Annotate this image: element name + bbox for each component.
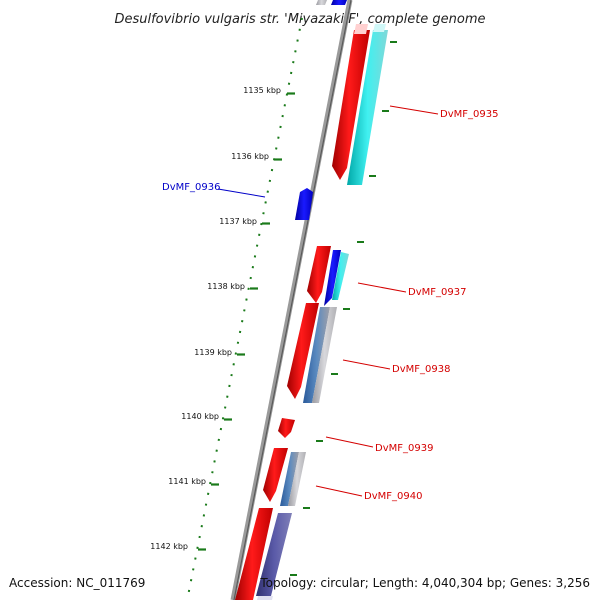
gene-label-dvmf-0939[interactable]: DvMF_0939 [375,443,433,454]
cds-blue-0937 [324,250,341,306]
cds-cyan-0935-cap [373,24,386,32]
gene-label-dvmf-0938[interactable]: DvMF_0938 [392,364,450,375]
genome-backbone-edge [233,0,352,600]
topology-text: Topology: circular; Length: 4,040,304 bp… [260,576,590,590]
scale-tick-labels: 1135 kbp 1136 kbp 1137 kbp 1138 kbp 1139… [150,86,281,551]
cds-grey-0940 [288,452,306,506]
cds-cyan-0937 [332,252,349,300]
tick-label: 1138 kbp [207,282,245,291]
cds-dvmf-0936[interactable] [295,188,313,220]
gene-label-dvmf-0935[interactable]: DvMF_0935 [440,109,498,120]
tick-label: 1142 kbp [150,542,188,551]
scale-ticks [198,92,295,551]
cds-cyan-0935 [347,30,388,185]
cds-steel-0940 [280,452,299,506]
gene-label-dvmf-0940[interactable]: DvMF_0940 [364,491,422,502]
cds-dvmf-0935-cap [354,24,368,34]
cds-bottom-purple-cap [257,596,273,600]
cds-dvmf-0938[interactable] [287,303,319,399]
tick-label: 1140 kbp [181,412,219,421]
map-title: Desulfovibrio vulgaris str. 'Miyazaki F'… [114,12,485,27]
gene-label-dvmf-0936[interactable]: DvMF_0936 [162,182,220,193]
tick-label: 1139 kbp [194,348,232,357]
tick-label: 1136 kbp [231,152,269,161]
genome-backbone [230,0,353,600]
tick-label: 1135 kbp [243,86,281,95]
cds-steel-0938 [303,307,330,403]
cds-dvmf-0939[interactable] [278,418,295,438]
scale-dotted-track [187,17,303,597]
cds-grey-0938 [312,307,337,403]
tick-label: 1137 kbp [219,217,257,226]
feature-partial-top [316,0,327,5]
cds-bottom-red [235,508,273,600]
tick-label: 1141 kbp [168,477,206,486]
cds-dvmf-0935[interactable] [332,30,370,180]
cds-dvmf-0940[interactable] [263,448,288,502]
gene-label-dvmf-0937[interactable]: DvMF_0937 [408,287,466,298]
secondary-ticks [290,41,397,576]
label-leaders [217,105,439,497]
cds-dvmf-0937[interactable] [307,246,331,303]
accession-text: Accession: NC_011769 [9,576,146,590]
feature-partial-top [331,0,347,5]
cds-bottom-purple [256,513,292,596]
